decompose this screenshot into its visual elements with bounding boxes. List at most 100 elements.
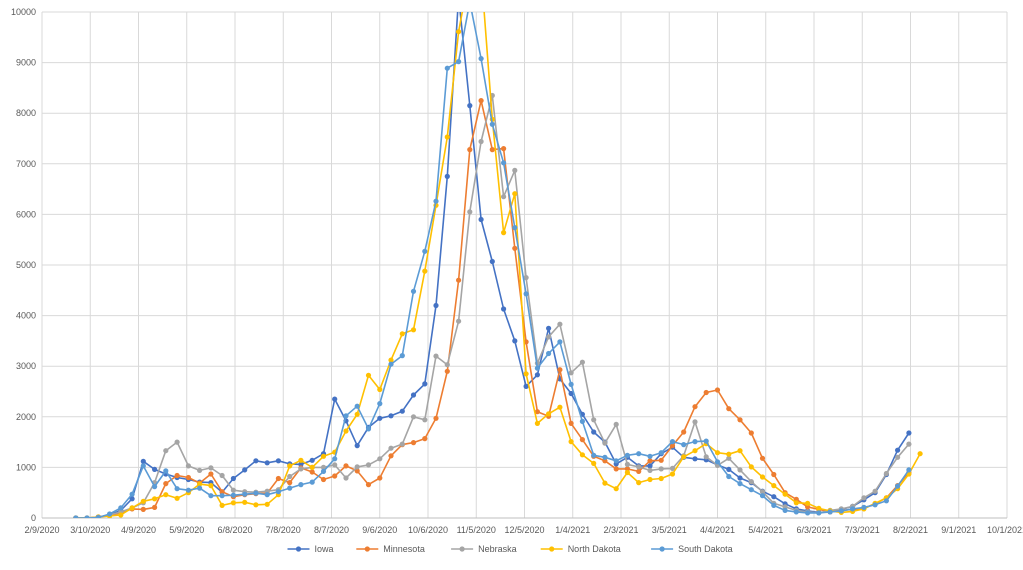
y-tick-label: 10000 — [11, 7, 36, 17]
data-point — [264, 501, 270, 507]
data-point — [118, 512, 124, 518]
data-point — [399, 408, 405, 414]
data-point — [456, 59, 462, 65]
data-point — [591, 429, 597, 435]
data-point — [759, 489, 766, 495]
data-point — [737, 448, 743, 454]
data-point — [546, 325, 552, 331]
data-point — [658, 466, 664, 472]
x-tick-label: 7/8/2020 — [266, 525, 301, 535]
data-point — [478, 56, 484, 62]
data-point — [895, 447, 901, 453]
data-point — [726, 455, 732, 461]
data-point — [568, 381, 574, 387]
data-point — [230, 492, 236, 498]
data-point — [771, 494, 777, 500]
data-point — [456, 29, 462, 35]
data-point — [219, 493, 225, 499]
data-point — [906, 441, 912, 447]
gridlines — [41, 11, 1008, 519]
x-tick-label: 11/5/2020 — [457, 525, 496, 535]
data-point — [287, 463, 293, 469]
data-point — [478, 138, 484, 145]
data-point — [95, 514, 101, 518]
data-point — [309, 469, 315, 475]
data-point — [163, 481, 169, 487]
data-point — [354, 464, 360, 470]
data-point — [624, 466, 631, 472]
data-point — [748, 487, 754, 493]
x-tick-label: 12/5/2020 — [504, 525, 544, 535]
data-point — [152, 496, 158, 502]
data-point — [636, 480, 642, 486]
data-point — [748, 464, 754, 470]
data-point — [658, 475, 664, 482]
data-point — [726, 473, 732, 480]
data-point — [523, 383, 529, 389]
axes: 0 1000 2000 3000 4000 5000 6000 7000 8000 9000 100… — [11, 7, 1023, 535]
data-point — [377, 475, 383, 481]
data-point — [669, 465, 676, 471]
data-point — [433, 198, 439, 204]
data-point — [872, 488, 878, 494]
data-point — [602, 480, 608, 486]
data-point — [174, 495, 180, 501]
x-tick-label: 2/3/2021 — [603, 525, 638, 535]
data-point — [275, 475, 281, 482]
x-tick-label: 6/3/2021 — [796, 525, 831, 535]
data-point — [501, 194, 507, 200]
data-point — [467, 147, 473, 153]
data-point — [489, 121, 495, 127]
data-point — [253, 458, 259, 464]
data-point — [714, 459, 721, 465]
data-point — [275, 489, 281, 495]
data-point — [647, 458, 653, 464]
legend-item: Iowa — [287, 544, 334, 554]
data-point — [275, 458, 281, 464]
data-point — [501, 160, 507, 166]
data-point — [838, 508, 844, 514]
data-point — [782, 491, 788, 497]
data-point — [703, 454, 709, 460]
data-point — [185, 463, 191, 469]
data-point — [399, 331, 405, 337]
data-point — [759, 493, 766, 499]
data-point — [906, 467, 912, 473]
data-point — [703, 438, 709, 444]
x-tick-label: 9/6/2020 — [362, 525, 397, 535]
x-tick-label: 4/4/2021 — [700, 525, 735, 535]
data-point — [636, 464, 642, 470]
x-tick-label: 5/9/2020 — [169, 525, 204, 535]
data-point — [185, 487, 191, 493]
data-point — [591, 417, 597, 423]
data-point — [208, 465, 214, 471]
data-point — [613, 421, 619, 427]
data-point — [512, 225, 518, 231]
data-point — [388, 361, 394, 367]
data-point — [793, 509, 799, 515]
data-point — [354, 403, 360, 409]
data-point — [501, 306, 507, 312]
data-point — [501, 230, 507, 236]
data-point — [163, 448, 169, 454]
data-point — [726, 451, 732, 457]
data-point — [883, 498, 890, 504]
data-point — [444, 65, 450, 71]
data-point — [253, 490, 259, 496]
legend-item: Nebraska — [451, 544, 517, 554]
data-point — [534, 365, 541, 371]
data-point — [444, 368, 450, 374]
data-point — [163, 492, 169, 498]
y-tick-label: 2000 — [16, 412, 36, 422]
data-point — [748, 479, 754, 485]
data-point — [512, 338, 518, 344]
data-point — [343, 475, 349, 481]
data-point — [613, 486, 619, 492]
data-point — [118, 505, 124, 511]
legend-swatch-marker — [459, 546, 465, 552]
data-point — [669, 471, 676, 477]
data-point — [354, 468, 360, 474]
data-point — [242, 499, 248, 505]
x-tick-label: 8/2/2021 — [893, 525, 928, 535]
data-point — [805, 504, 811, 510]
